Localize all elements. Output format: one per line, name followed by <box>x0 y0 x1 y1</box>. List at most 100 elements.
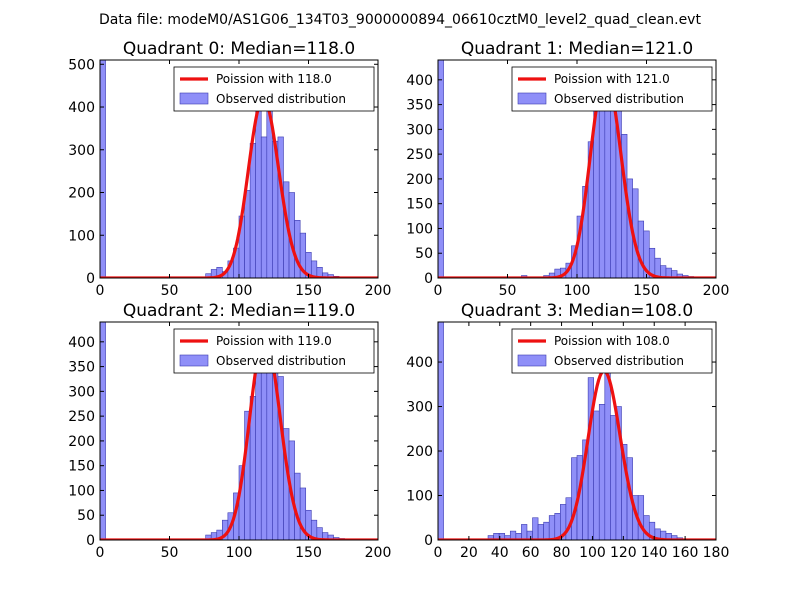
legend: Poission with 121.0 Observed distribution <box>511 66 713 112</box>
histogram-bar <box>598 404 606 540</box>
legend-label-poisson: Poission with 119.0 <box>216 334 332 348</box>
y-tick-label: 200 <box>406 172 433 188</box>
histogram-bars <box>100 60 340 278</box>
y-tick-label: 300 <box>406 400 433 416</box>
legend-bar-swatch <box>179 92 209 105</box>
histogram-bar <box>255 98 262 278</box>
axes-frame <box>437 321 717 541</box>
x-tick-label: 40 <box>491 545 509 561</box>
histogram-bar <box>438 60 444 278</box>
quadrant-1-panel: 0 50 100 150 200 0 50 100 150 200 250 300 350 400 Quad… <box>406 39 729 299</box>
legend: Poission with 118.0 Observed distribution <box>173 66 375 112</box>
y-tick-label: 0 <box>86 533 95 549</box>
panel-title: Quadrant 0: Median=118.0 <box>123 39 355 59</box>
x-tick-label: 200 <box>703 283 730 299</box>
histogram-bar <box>610 415 617 540</box>
y-tick-label: 400 <box>406 355 433 371</box>
histogram-bar <box>260 136 268 278</box>
y-tick-label: 0 <box>86 271 95 287</box>
x-tick-label: 100 <box>226 283 253 299</box>
histogram-bar <box>260 351 268 540</box>
y-tick-label: 300 <box>68 143 95 159</box>
panel-title: Quadrant 1: Median=121.0 <box>461 39 693 59</box>
panel-title: Quadrant 2: Median=119.0 <box>123 301 355 321</box>
quadrant-0-panel: 0 50 100 150 200 0 100 200 300 400 500 Quadrant 0: … <box>68 39 391 299</box>
x-tick-label: 140 <box>641 545 668 561</box>
y-tick-label: 200 <box>68 434 95 450</box>
x-tick-label: 100 <box>564 283 591 299</box>
histogram-bar <box>100 60 106 278</box>
y-tick-label: 100 <box>406 489 433 505</box>
x-tick-label: 0 <box>434 283 443 299</box>
x-tick-label: 150 <box>633 283 660 299</box>
histogram-bar <box>537 524 544 540</box>
x-tick-label: 150 <box>295 545 322 561</box>
legend-label-observed: Observed distribution <box>554 354 684 368</box>
y-tick-label: 350 <box>406 98 433 114</box>
legend: Poission with 108.0 Observed distribution <box>511 328 713 374</box>
x-tick-label: 160 <box>672 545 699 561</box>
histogram-bar <box>277 136 284 278</box>
y-tick-label: 250 <box>68 409 95 425</box>
quadrant-2-panel: 0 50 100 150 200 0 50 100 150 200 250 300 350 400 Quad… <box>68 301 391 561</box>
y-tick-label: 350 <box>68 360 95 376</box>
histogram-bars <box>438 60 695 278</box>
y-tick-label: 200 <box>406 444 433 460</box>
y-tick-label: 50 <box>415 246 433 262</box>
quadrant-3-panel: 0 20 40 60 80 100 120 140 160 1800100200300400Qua… <box>406 301 729 561</box>
y-tick-label: 100 <box>406 221 433 237</box>
histogram-bar <box>521 524 528 540</box>
y-tick-label: 400 <box>68 100 95 116</box>
y-tick-label: 0 <box>424 271 433 287</box>
legend: Poission with 119.0 Observed distribution <box>173 328 375 374</box>
y-tick-label: 300 <box>68 384 95 400</box>
y-tick-label: 100 <box>68 228 95 244</box>
legend-bar-swatch <box>517 92 547 105</box>
y-tick-label: 400 <box>68 335 95 351</box>
legend-bar-swatch <box>179 354 209 367</box>
histogram-bar <box>100 322 106 540</box>
x-tick-label: 200 <box>365 283 392 299</box>
x-tick-label: 120 <box>610 545 637 561</box>
histogram-bar <box>565 497 572 540</box>
histogram-bar <box>548 515 556 540</box>
legend-label-observed: Observed distribution <box>216 92 346 106</box>
y-tick-label: 150 <box>406 197 433 213</box>
histogram-bar <box>266 366 273 540</box>
y-tick-label: 0 <box>424 533 433 549</box>
legend-label-poisson: Poission with 121.0 <box>554 72 670 86</box>
histogram-bar <box>637 220 645 278</box>
y-tick-label: 300 <box>406 122 433 138</box>
legend-bar-swatch <box>517 354 547 367</box>
histogram-bar <box>543 521 550 540</box>
legend-label-poisson: Poission with 108.0 <box>554 334 670 348</box>
histogram-bar <box>249 143 256 278</box>
y-tick-label: 150 <box>68 459 95 475</box>
legend-label-observed: Observed distribution <box>554 92 684 106</box>
histogram-bar <box>593 410 600 540</box>
histogram-bar <box>604 99 611 278</box>
panel-title: Quadrant 3: Median=108.0 <box>461 301 693 321</box>
y-tick-label: 500 <box>68 57 95 73</box>
x-tick-label: 50 <box>499 283 517 299</box>
histogram-bar <box>294 219 301 278</box>
x-tick-label: 0 <box>96 283 105 299</box>
y-tick-label: 100 <box>68 483 95 499</box>
x-tick-label: 60 <box>522 545 540 561</box>
histogram-bar <box>604 370 611 540</box>
y-tick-label: 250 <box>406 147 433 163</box>
y-tick-label: 200 <box>68 186 95 202</box>
y-tick-label: 400 <box>406 73 433 89</box>
x-tick-label: 50 <box>161 545 179 561</box>
x-tick-label: 50 <box>161 283 179 299</box>
legend-label-observed: Observed distribution <box>216 354 346 368</box>
x-tick-label: 20 <box>460 545 478 561</box>
x-tick-label: 80 <box>553 545 571 561</box>
x-tick-label: 100 <box>579 545 606 561</box>
legend-label-poisson: Poission with 118.0 <box>216 72 332 86</box>
histogram-bar <box>244 190 251 278</box>
x-tick-label: 200 <box>365 545 392 561</box>
y-tick-label: 50 <box>77 508 95 524</box>
